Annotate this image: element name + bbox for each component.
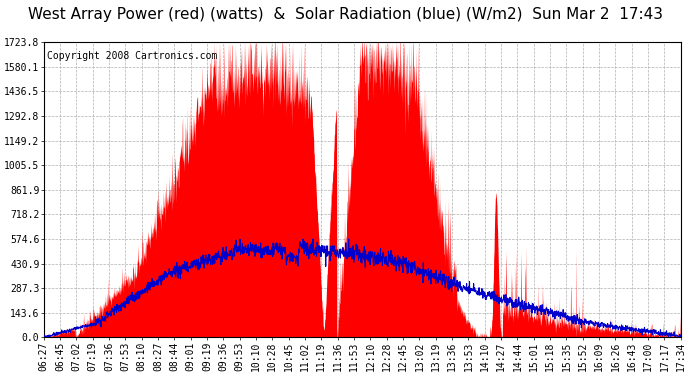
Text: Copyright 2008 Cartronics.com: Copyright 2008 Cartronics.com [47,51,217,61]
Text: West Array Power (red) (watts)  &  Solar Radiation (blue) (W/m2)  Sun Mar 2  17:: West Array Power (red) (watts) & Solar R… [28,8,662,22]
